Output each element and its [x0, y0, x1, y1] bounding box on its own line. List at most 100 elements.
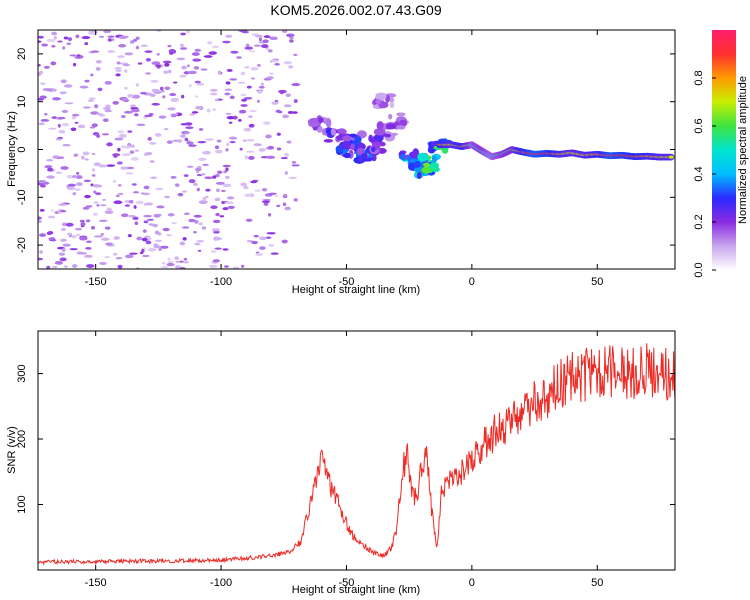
signal-patch-cell: [398, 112, 405, 117]
noise-speckle: [39, 208, 45, 212]
noise-speckle: [173, 81, 178, 84]
spectrogram-cells: [38, 30, 675, 269]
noise-speckle: [163, 127, 169, 131]
noise-speckle: [186, 64, 190, 68]
noise-speckle: [262, 39, 269, 44]
noise-speckle: [245, 218, 253, 222]
noise-speckle: [150, 79, 159, 83]
noise-speckle: [255, 252, 263, 257]
noise-speckle: [179, 47, 188, 50]
noise-speckle: [114, 67, 122, 70]
signal-patch-cell: [373, 128, 386, 136]
noise-speckle: [38, 220, 43, 223]
noise-speckle: [123, 69, 128, 73]
noise-speckle: [102, 118, 109, 123]
noise-speckle: [261, 44, 269, 49]
noise-speckle: [66, 42, 72, 46]
noise-speckle: [250, 67, 259, 71]
noise-speckle: [282, 114, 289, 119]
noise-speckle: [289, 36, 294, 40]
noise-speckle: [95, 59, 102, 64]
noise-speckle: [149, 160, 155, 163]
noise-speckle: [40, 82, 46, 85]
noise-speckle: [284, 104, 292, 108]
noise-speckle: [107, 35, 115, 38]
noise-speckle: [242, 139, 247, 142]
noise-speckle: [84, 254, 93, 258]
noise-speckle: [186, 30, 191, 34]
noise-speckle: [282, 202, 287, 207]
noise-speckle: [134, 221, 139, 226]
noise-speckle: [77, 124, 86, 129]
noise-speckle: [145, 151, 153, 156]
noise-speckle: [214, 98, 219, 102]
colorbar-ticks: 0.0 0.2 0.4 0.6 0.8: [693, 70, 716, 278]
noise-speckle: [293, 99, 298, 103]
noise-speckle: [176, 57, 186, 61]
snr-panel: -150 -100 -50 0 50 100 200 300 Height of strai…: [6, 330, 676, 596]
noise-speckle: [276, 132, 281, 136]
noise-speckle: [267, 49, 273, 53]
noise-speckle: [175, 265, 181, 269]
noise-speckle: [144, 114, 153, 118]
noise-speckle: [267, 145, 275, 150]
noise-speckle: [212, 175, 217, 179]
noise-speckle: [135, 36, 140, 40]
noise-speckle: [90, 50, 100, 53]
noise-speckle: [183, 174, 189, 177]
signal-patch-cell: [325, 118, 332, 128]
noise-speckle: [51, 31, 57, 36]
noise-speckle: [183, 261, 190, 264]
noise-speckle: [281, 30, 288, 33]
noise-speckle: [102, 198, 107, 201]
noise-speckle: [84, 42, 89, 46]
noise-speckle: [72, 192, 77, 196]
noise-speckle: [47, 231, 54, 235]
signal-patch-cell: [361, 153, 369, 159]
noise-speckle: [194, 220, 199, 224]
noise-speckle: [284, 171, 289, 175]
noise-speckle: [188, 218, 196, 223]
noise-speckle: [67, 37, 73, 41]
signal-patch-cell: [416, 171, 422, 180]
noise-speckle: [284, 206, 291, 211]
noise-speckle: [213, 236, 221, 241]
noise-speckle: [38, 98, 44, 101]
noise-speckle: [261, 200, 271, 204]
snr-y-tick-label: 300: [16, 364, 28, 382]
noise-speckle: [180, 134, 186, 138]
noise-speckle: [154, 239, 163, 243]
noise-speckle: [164, 195, 170, 199]
noise-speckle: [124, 52, 134, 56]
noise-speckle: [72, 113, 80, 117]
noise-speckle: [129, 104, 136, 107]
noise-speckle: [101, 133, 110, 136]
noise-speckle: [167, 257, 171, 261]
spectrogram-x-tick-label: -150: [85, 276, 107, 288]
noise-speckle: [63, 36, 69, 40]
noise-speckle: [243, 186, 249, 190]
noise-speckle: [100, 232, 104, 236]
noise-speckle: [193, 66, 200, 70]
noise-speckle: [79, 85, 89, 89]
noise-speckle: [39, 250, 43, 254]
noise-speckle: [127, 215, 136, 218]
noise-speckle: [184, 122, 193, 126]
noise-speckle: [250, 180, 258, 184]
noise-speckle: [147, 137, 152, 141]
noise-speckle: [241, 98, 247, 102]
noise-speckle: [143, 185, 150, 190]
noise-speckle: [287, 110, 295, 114]
noise-speckle: [175, 260, 181, 263]
noise-speckle: [251, 240, 259, 245]
noise-speckle: [179, 74, 187, 78]
noise-speckle: [55, 138, 62, 141]
noise-speckle: [136, 123, 146, 126]
noise-speckle: [113, 236, 120, 240]
noise-speckle: [214, 197, 221, 202]
noise-speckle: [240, 71, 246, 76]
noise-speckle: [217, 70, 222, 75]
noise-speckle: [71, 116, 77, 120]
noise-speckle: [61, 122, 69, 127]
